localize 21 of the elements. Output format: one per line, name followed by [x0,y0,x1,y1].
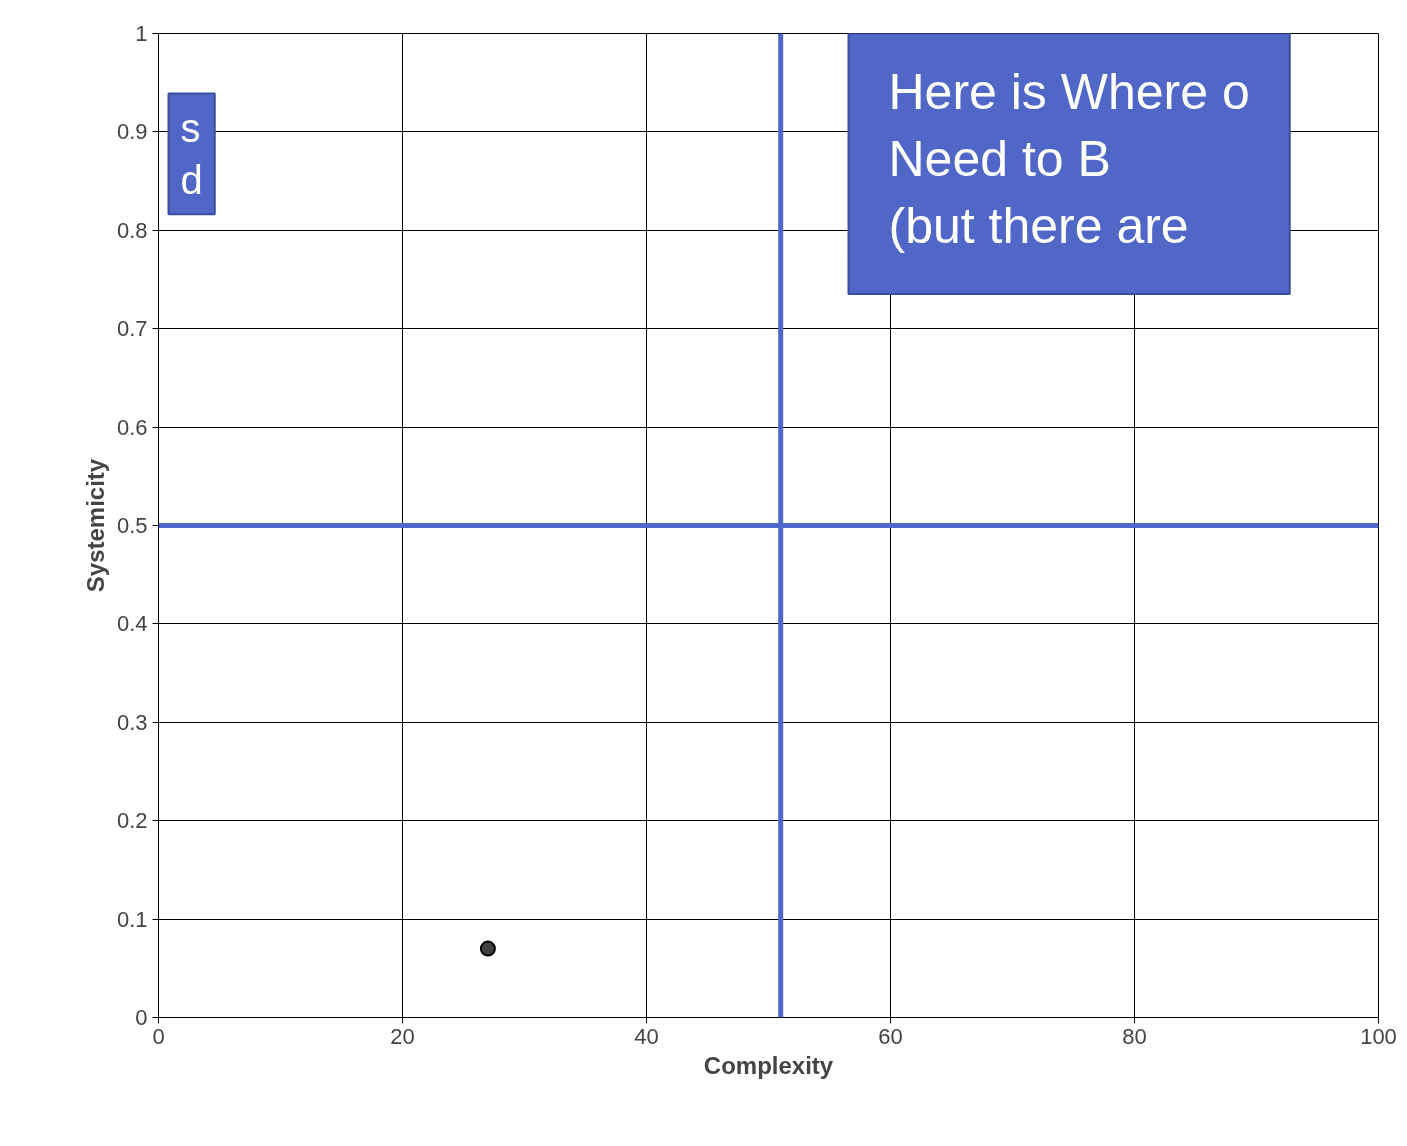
x-tick-label: 60 [878,1023,903,1049]
y-tick-label: 0.9 [116,119,148,145]
y-tick-label: 0.6 [116,414,148,440]
y-tick-label: 1 [135,21,148,46]
x-tick-label: 20 [390,1023,415,1049]
y-tick-label: 0.5 [116,513,148,538]
x-axis-title: Complexity [703,1051,834,1079]
x-tick-label: 100 [1360,1023,1397,1049]
x-tick-label: 0 [152,1023,165,1049]
annotation: Here is Where o Need to B (but there are [888,63,1250,254]
y-tick-label: 0.7 [116,316,148,342]
y-tick-label: 0.1 [116,906,148,932]
y-axis-title: Systemicity [81,458,109,593]
x-tick-label: 80 [1122,1023,1147,1049]
y-tick-label: 0.2 [116,808,148,834]
y-tick-label: 0.4 [116,611,148,637]
x-tick-label: 40 [634,1023,659,1049]
y-tick-label: 0 [135,1005,148,1030]
annotation: s d [180,105,203,203]
y-tick-label: 0.3 [116,709,148,735]
y-tick-label: 0.8 [116,217,148,243]
